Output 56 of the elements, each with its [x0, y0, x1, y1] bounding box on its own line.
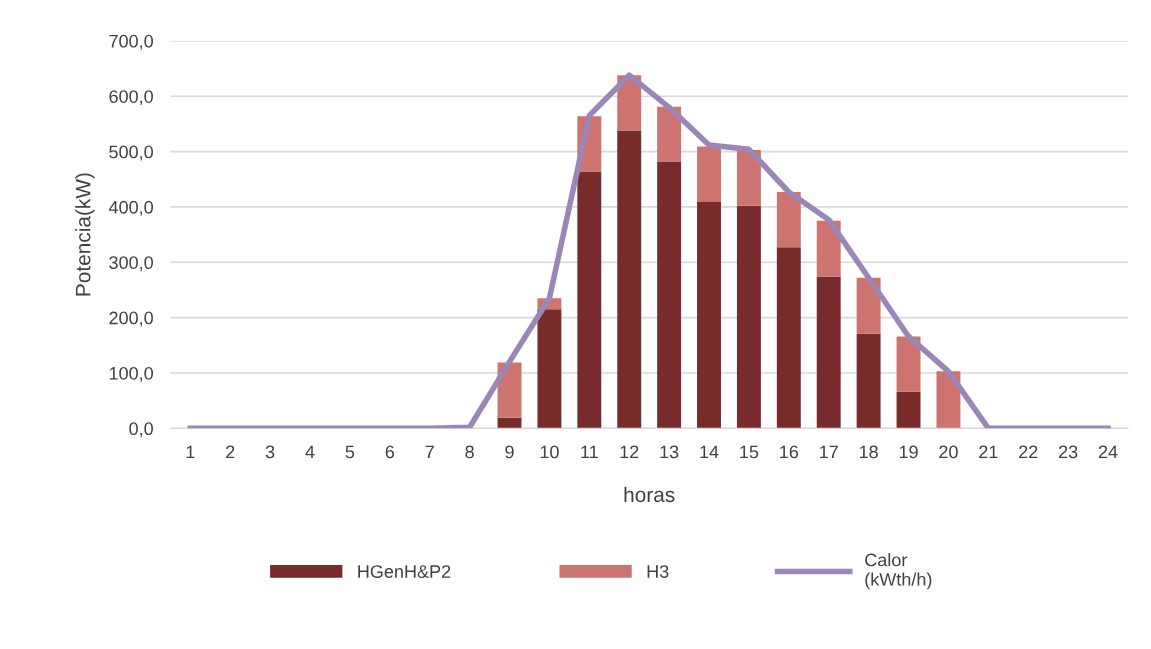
bar [896, 336, 921, 392]
bar [936, 371, 961, 429]
bar [816, 220, 841, 277]
bar [617, 130, 642, 429]
x-tick-label: 11 [581, 445, 598, 459]
bar [736, 205, 761, 429]
bar [856, 277, 881, 334]
y-tick-label: 600,0 [109, 90, 153, 106]
x-tick-label: 15 [740, 445, 759, 459]
legend-label: Calor (kWth/h) [865, 553, 932, 590]
legend-label: H3 [647, 565, 669, 578]
x-tick-label: 9 [505, 445, 514, 459]
y-tick-label: 700,0 [109, 34, 153, 50]
bar [537, 309, 562, 429]
x-tick-label: 6 [385, 445, 395, 459]
x-tick-label: 8 [465, 445, 474, 459]
x-tick-label: 19 [899, 445, 918, 459]
x-tick-label: 22 [1019, 445, 1038, 459]
x-tick-label: 7 [425, 445, 434, 459]
y-tick-label: 300,0 [109, 256, 153, 272]
y-tick-label: 0,0 [129, 422, 153, 438]
bar [697, 146, 721, 202]
y-tick-label: 500,0 [109, 145, 153, 161]
bar [577, 171, 602, 429]
x-tick-label: 10 [540, 445, 559, 459]
x-tick-label: 1 [186, 445, 195, 459]
y-tick-label: 400,0 [108, 200, 153, 216]
y-tick-label: 100,0 [109, 366, 153, 382]
x-tick-label: 23 [1059, 445, 1078, 459]
x-tick-label: 14 [700, 445, 719, 459]
legend-label: HGenH&P2 [358, 565, 451, 578]
x-tick-label: 24 [1098, 445, 1118, 459]
bar [816, 276, 841, 429]
x-tick-label: 17 [820, 445, 838, 459]
x-tick-label: 16 [780, 445, 799, 459]
bar [776, 191, 801, 248]
x-tick-label: 13 [660, 445, 679, 459]
bar [736, 149, 761, 206]
x-tick-label: 18 [859, 445, 878, 459]
y-axis-title: Potencia(kW) [75, 173, 95, 296]
x-tick-label: 4 [305, 445, 315, 459]
x-tick-label: 21 [979, 445, 998, 459]
bar [697, 201, 721, 429]
x-tick-label: 12 [620, 445, 639, 459]
bar [657, 161, 682, 429]
bar [776, 247, 801, 429]
bar [896, 391, 921, 429]
x-axis-title: horas [624, 486, 675, 503]
x-tick-label: 3 [265, 445, 275, 459]
bar [657, 106, 682, 162]
x-tick-label: 20 [939, 445, 958, 459]
x-tick-label: 2 [226, 445, 235, 459]
x-tick-label: 5 [345, 445, 355, 459]
y-tick-label: 200,0 [109, 311, 153, 327]
bar [497, 417, 522, 429]
bar [856, 333, 881, 429]
